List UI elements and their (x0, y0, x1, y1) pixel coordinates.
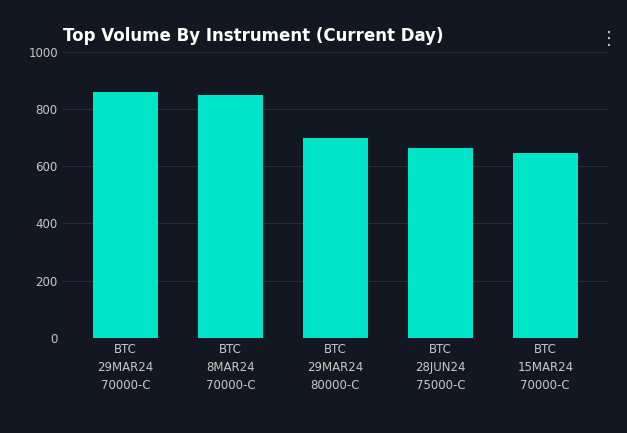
Text: ⋮: ⋮ (599, 30, 618, 48)
Bar (303, 138, 368, 338)
Text: Top Volume By Instrument (Current Day): Top Volume By Instrument (Current Day) (63, 27, 443, 45)
Bar (408, 148, 473, 338)
Bar (93, 92, 158, 338)
Bar (513, 153, 577, 338)
Bar (198, 95, 263, 338)
